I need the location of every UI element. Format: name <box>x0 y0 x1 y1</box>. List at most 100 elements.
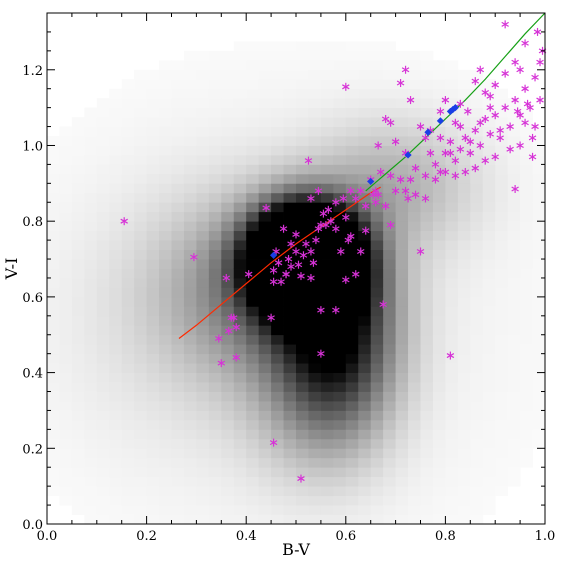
density-cell <box>345 202 359 213</box>
density-cell <box>47 230 60 241</box>
density-cell <box>196 249 210 260</box>
density-cell <box>482 486 496 497</box>
density-cell <box>84 495 98 506</box>
density-cell <box>109 410 123 421</box>
diamond-point <box>367 177 375 186</box>
star-stroke <box>536 59 544 65</box>
density-cell <box>395 382 409 392</box>
density-cell <box>47 183 60 194</box>
density-cell <box>109 400 123 411</box>
density-cell <box>432 173 446 184</box>
density-cell <box>320 391 334 402</box>
density-cell <box>420 50 434 61</box>
density-cell <box>333 457 347 468</box>
density-cell <box>495 173 509 184</box>
density-cell <box>520 240 533 250</box>
density-cell <box>233 457 247 468</box>
density-cell <box>134 136 147 146</box>
density-cell <box>345 438 359 449</box>
density-cell <box>470 249 484 260</box>
density-cell <box>183 419 197 430</box>
star-point <box>225 326 233 335</box>
density-cell <box>420 363 434 373</box>
density-cell <box>283 505 297 515</box>
density-cell <box>71 334 85 345</box>
density-cell <box>246 69 260 80</box>
density-cell <box>296 221 309 232</box>
density-cell <box>271 334 284 345</box>
density-cell <box>134 221 147 232</box>
star-point <box>309 258 318 267</box>
density-cell <box>383 60 396 71</box>
density-cell <box>221 363 235 373</box>
density-cell <box>183 382 197 392</box>
star-point <box>446 137 455 146</box>
density-cell <box>96 183 110 194</box>
density-cell <box>59 277 73 288</box>
density-cell <box>370 60 384 71</box>
density-cell <box>171 287 185 298</box>
density-cell <box>233 202 247 213</box>
density-cell <box>408 69 421 80</box>
density-cell <box>358 98 372 109</box>
density-cell <box>258 98 272 109</box>
density-cell <box>457 79 471 90</box>
density-cell <box>482 192 496 203</box>
density-cell <box>482 145 496 156</box>
density-cell <box>470 221 484 232</box>
density-cell <box>134 268 147 279</box>
density-cell <box>196 117 210 127</box>
star-stroke <box>521 40 529 46</box>
density-cell <box>271 429 284 440</box>
density-cell <box>59 457 73 468</box>
density-cell <box>146 325 160 336</box>
density-cell <box>47 296 60 307</box>
density-cell <box>84 448 98 459</box>
star-point <box>456 145 465 154</box>
density-cell <box>208 429 222 440</box>
density-cell <box>432 486 446 497</box>
density-cell <box>271 202 284 213</box>
density-cell <box>134 344 147 355</box>
star-point <box>307 273 315 282</box>
density-cell <box>271 98 284 109</box>
density-cell <box>507 240 521 250</box>
density-cell <box>445 202 459 213</box>
density-cell <box>121 315 135 326</box>
axis-ticks <box>46 12 546 525</box>
density-cell <box>246 476 260 487</box>
density-cell <box>134 448 147 459</box>
density-cell <box>482 306 496 317</box>
density-cell <box>308 505 322 515</box>
density-cell <box>432 476 446 487</box>
density-cell <box>495 382 509 392</box>
density-cell <box>208 325 222 336</box>
density-cell <box>233 277 247 288</box>
density-cell <box>358 325 372 336</box>
density-cell <box>233 476 247 487</box>
density-cell <box>482 400 496 411</box>
density-cell <box>383 259 396 269</box>
density-cell <box>408 514 421 525</box>
star-stroke <box>456 101 465 107</box>
density-cell <box>283 410 297 421</box>
density-cell <box>84 221 98 232</box>
density-cell <box>71 438 85 449</box>
density-cell <box>233 353 247 364</box>
star-stroke <box>471 78 480 84</box>
y-tick-label: 1.0 <box>22 139 43 154</box>
density-cell <box>71 192 85 203</box>
density-cell <box>457 410 471 421</box>
density-cell <box>159 391 172 402</box>
density-cell <box>183 334 197 345</box>
density-cell <box>408 88 421 99</box>
star-point <box>511 58 519 67</box>
density-cell <box>283 192 297 203</box>
density-cell <box>296 476 309 487</box>
density-cell <box>507 448 521 459</box>
star-point <box>461 167 470 176</box>
density-cell <box>146 467 160 478</box>
star-point <box>456 122 465 131</box>
density-cell <box>258 363 272 373</box>
density-cell <box>221 211 235 222</box>
